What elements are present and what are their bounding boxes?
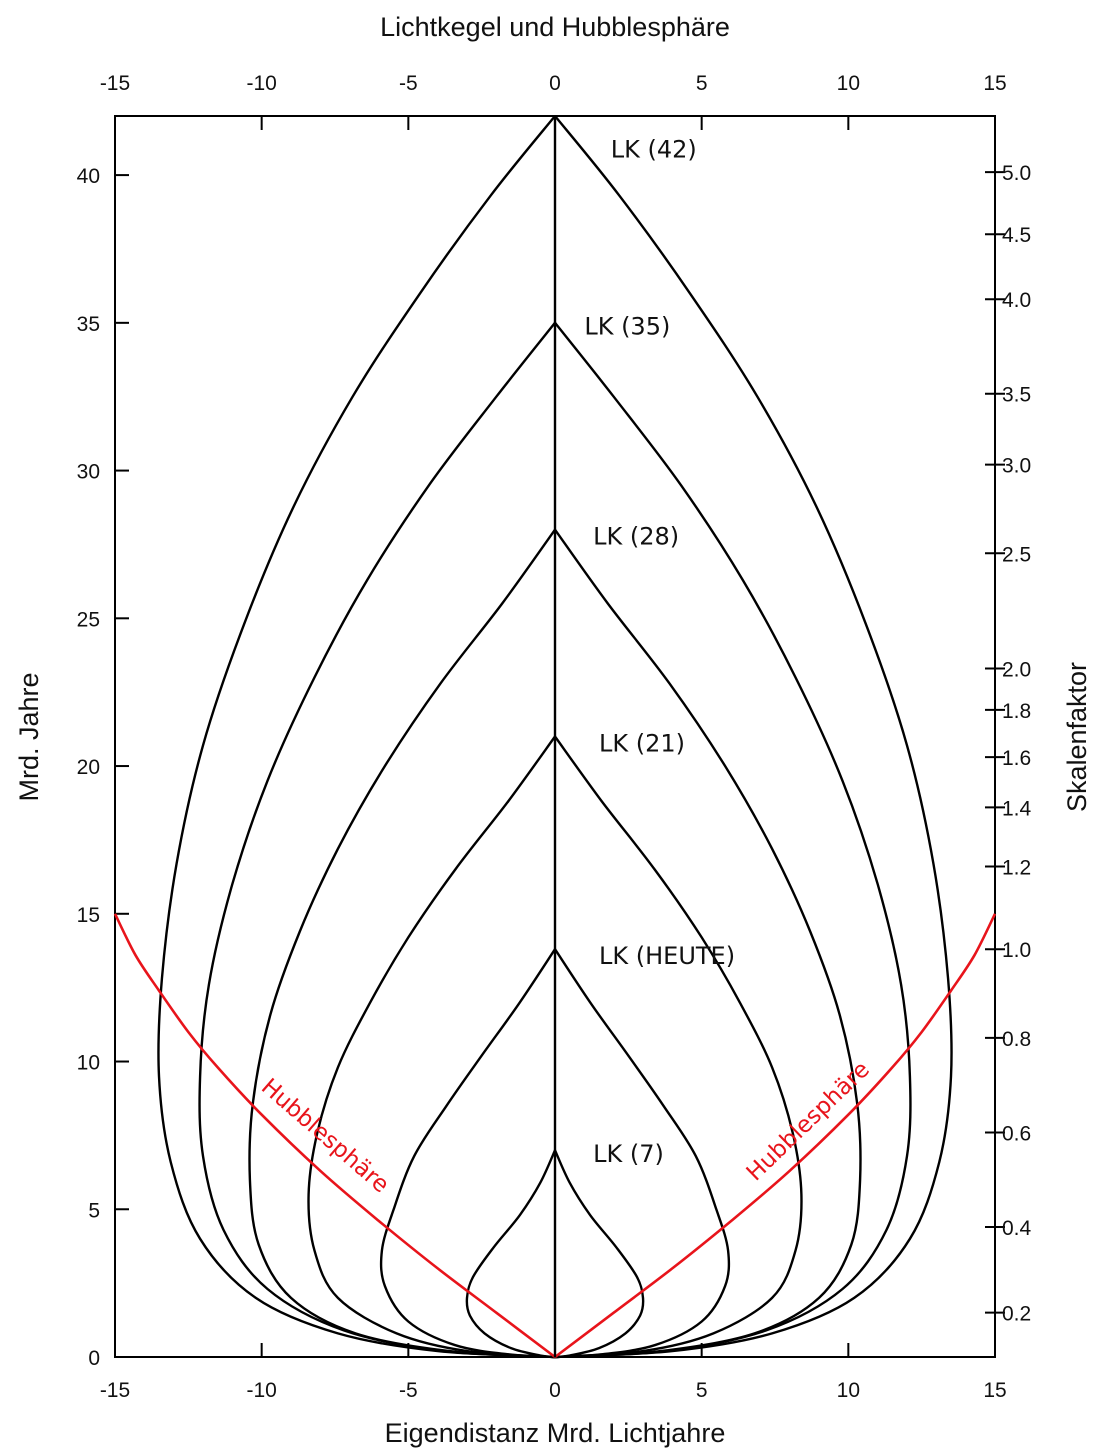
y-tick-label: 0 bbox=[88, 1347, 100, 1370]
light-cone-label: LK (35) bbox=[584, 313, 670, 341]
light-cone-label: LK (HEUTE) bbox=[599, 942, 735, 970]
x-tick-label-top: 5 bbox=[696, 72, 708, 95]
y-tick-label: 30 bbox=[77, 461, 100, 484]
hubble-sphere-label: Hubblesphäre bbox=[256, 1074, 394, 1199]
scale-factor-tick-label: 3.5 bbox=[1002, 384, 1031, 407]
y-axis-title: Mrd. Jahre bbox=[14, 672, 44, 801]
x-tick-label-bottom: 0 bbox=[549, 1379, 561, 1402]
y-tick-label: 25 bbox=[77, 608, 100, 631]
x-tick-label-top: -10 bbox=[246, 72, 276, 95]
light-cone-label: LK (28) bbox=[593, 522, 679, 550]
scale-factor-tick-label: 2.0 bbox=[1002, 659, 1031, 682]
scale-factor-tick-label: 1.8 bbox=[1002, 700, 1031, 723]
scale-factor-tick-label: 2.5 bbox=[1002, 543, 1031, 566]
x-tick-label-bottom: 5 bbox=[696, 1379, 708, 1402]
scale-factor-tick-label: 3.0 bbox=[1002, 455, 1031, 478]
scale-factor-tick-label: 1.4 bbox=[1002, 797, 1032, 820]
x-tick-label-top: 10 bbox=[837, 72, 860, 95]
curve-hubblesph-re-right bbox=[554, 913, 997, 1359]
scale-factor-tick-label: 1.0 bbox=[1002, 939, 1031, 962]
x-tick-label-bottom: -15 bbox=[100, 1379, 130, 1402]
curve-lk-21-right bbox=[554, 735, 803, 1359]
y-tick-label: 40 bbox=[77, 165, 100, 188]
scale-factor-tick-label: 1.2 bbox=[1002, 857, 1031, 880]
y-tick-label: 5 bbox=[88, 1199, 100, 1222]
hubble-sphere-label: Hubblesphäre bbox=[742, 1057, 875, 1187]
curve-lk-7-left bbox=[465, 1149, 557, 1359]
light-cone-label: LK (21) bbox=[599, 729, 685, 757]
y-tick-label: 15 bbox=[77, 904, 100, 927]
x-tick-label-bottom: 15 bbox=[983, 1379, 1006, 1402]
scale-factor-tick-label: 4.0 bbox=[1002, 289, 1031, 312]
y-tick-label: 20 bbox=[77, 756, 100, 779]
y-tick-label: 35 bbox=[77, 313, 100, 336]
curve-lk-35-left bbox=[198, 322, 556, 1359]
x-tick-label-bottom: 10 bbox=[837, 1379, 860, 1402]
curve-lk-35-right bbox=[554, 322, 912, 1359]
curve-lk-28-left bbox=[248, 529, 556, 1359]
curve-lk-42-right bbox=[554, 115, 953, 1359]
y-tick-label: 10 bbox=[77, 1052, 100, 1075]
curve-lk-7-right bbox=[553, 1149, 645, 1359]
curve-lk-42-left bbox=[157, 115, 556, 1359]
x-tick-label-bottom: -5 bbox=[399, 1379, 418, 1402]
scale-factor-tick-label: 0.6 bbox=[1002, 1122, 1031, 1145]
scale-factor-tick-label: 0.4 bbox=[1002, 1217, 1032, 1240]
scale-factor-tick-label: 1.6 bbox=[1002, 747, 1031, 770]
curve-lk-21-left bbox=[307, 735, 556, 1359]
axis-ticks: -15 -15 -10 -10 -5 -5 0 0 5 5 10 10 15 15 0 5 10 15 20 25 30… bbox=[77, 72, 1032, 1402]
x-tick-label-bottom: -10 bbox=[246, 1379, 276, 1402]
scale-factor-tick-label: 0.2 bbox=[1002, 1303, 1031, 1326]
x-tick-label-top: 15 bbox=[983, 72, 1006, 95]
x-tick-label-top: -5 bbox=[399, 72, 418, 95]
x-tick-label-top: 0 bbox=[549, 72, 561, 95]
scale-factor-axis-title: Skalenfaktor bbox=[1062, 662, 1092, 812]
x-tick-label-top: -15 bbox=[100, 72, 130, 95]
annotations: LK (42) LK (35) LK (28) LK (21) LK (HEUTE) LK… bbox=[256, 135, 875, 1198]
x-axis-title: Eigendistanz Mrd. Lichtjahre bbox=[385, 1418, 726, 1448]
curve-hubblesph-re-left bbox=[113, 913, 556, 1359]
scale-factor-tick-label: 0.8 bbox=[1002, 1028, 1031, 1051]
scale-factor-tick-label: 4.5 bbox=[1002, 224, 1031, 247]
light-cone-label: LK (7) bbox=[593, 1140, 664, 1168]
curves bbox=[113, 115, 997, 1359]
light-cone-label: LK (42) bbox=[611, 135, 697, 163]
scale-factor-tick-label: 5.0 bbox=[1002, 162, 1031, 185]
chart-title: Lichtkegel und Hubblesphäre bbox=[380, 12, 730, 42]
